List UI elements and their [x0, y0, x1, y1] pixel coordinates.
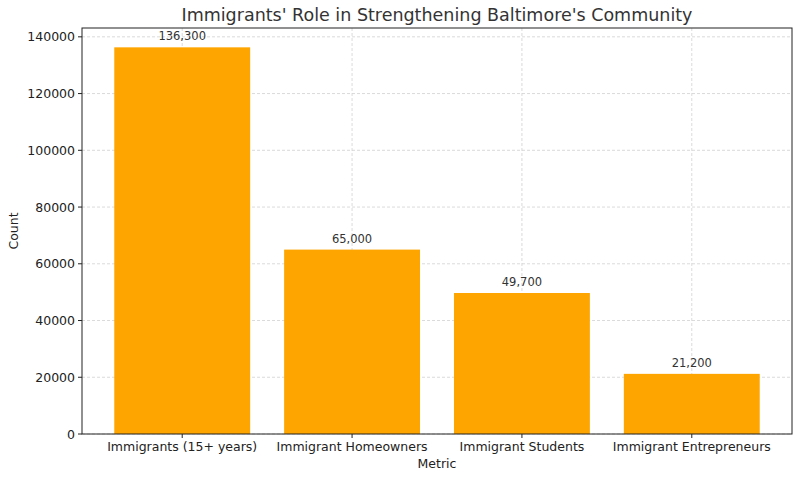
bar — [114, 47, 250, 434]
y-tick — [78, 263, 82, 264]
bars — [114, 47, 759, 434]
data-label: 21,200 — [672, 356, 712, 370]
y-tick — [78, 434, 82, 435]
data-label: 49,700 — [502, 275, 542, 289]
bar — [624, 374, 760, 434]
y-tick-label: 40000 — [35, 313, 75, 328]
y-tick-label: 100000 — [27, 143, 75, 158]
y-axis-label: Count — [6, 212, 21, 249]
grid-line-x — [691, 28, 692, 434]
x-tick-label: Immigrant Entrepreneurs — [613, 439, 771, 454]
y-tick — [78, 207, 82, 208]
y-tick-label: 60000 — [35, 256, 75, 271]
bar — [454, 293, 590, 434]
data-label: 136,300 — [158, 29, 206, 43]
x-axis-label: Metric — [418, 456, 457, 471]
x-tick-label: Immigrant Homeowners — [277, 439, 428, 454]
y-tick — [78, 36, 82, 37]
y-tick-label: 140000 — [27, 29, 75, 44]
x-tick — [352, 434, 353, 438]
grid — [82, 28, 792, 434]
chart-container: 0 20000 40000 60000 80000 100000 120000 140000 I… — [0, 0, 800, 477]
y-tick — [78, 150, 82, 151]
bar — [284, 250, 420, 434]
x-tick — [691, 434, 692, 438]
y-tick — [78, 320, 82, 321]
y-tick — [78, 93, 82, 94]
y-tick — [78, 377, 82, 378]
x-tick-label: Immigrants (15+ years) — [107, 439, 257, 454]
y-tick-label: 120000 — [27, 86, 75, 101]
x-tick — [521, 434, 522, 438]
x-tick-label: Immigrant Students — [460, 439, 585, 454]
chart-title: Immigrants' Role in Strengthening Baltim… — [182, 5, 693, 25]
chart-svg: 0 20000 40000 60000 80000 100000 120000 140000 I… — [0, 0, 800, 477]
data-label: 65,000 — [332, 232, 372, 246]
x-tick — [182, 434, 183, 438]
y-tick-label: 0 — [67, 427, 75, 442]
y-tick-label: 80000 — [35, 200, 75, 215]
plot-frame — [82, 28, 792, 434]
y-tick-label: 20000 — [35, 370, 75, 385]
